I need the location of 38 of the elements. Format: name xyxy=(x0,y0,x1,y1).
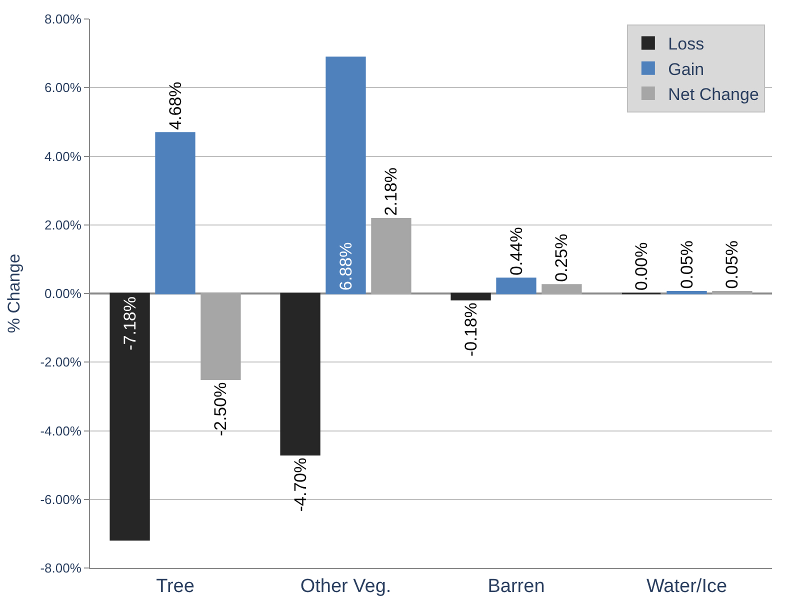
y-tick-label: 8.00% xyxy=(44,12,82,27)
data-label: 0.05% xyxy=(722,240,742,289)
bar xyxy=(155,132,196,294)
y-tick-label: 6.00% xyxy=(44,80,82,96)
y-tick-label: 2.00% xyxy=(44,217,82,232)
data-label: -7.18% xyxy=(120,296,140,350)
x-tick-label: Tree xyxy=(156,576,194,597)
data-label: 2.18% xyxy=(382,167,401,216)
bar xyxy=(542,284,582,294)
bar xyxy=(450,292,491,300)
bar xyxy=(496,278,536,294)
bar xyxy=(280,292,320,456)
x-tick-label: Barren xyxy=(488,576,545,597)
data-label: 0.25% xyxy=(552,234,572,282)
data-label: 0.44% xyxy=(506,227,526,276)
y-tick-label: -4.00% xyxy=(40,423,82,438)
bar xyxy=(371,218,412,294)
y-tick-label: 4.00% xyxy=(44,148,82,164)
data-label: -4.70% xyxy=(290,458,310,512)
data-label: 4.68% xyxy=(166,82,185,130)
data-label: 0.00% xyxy=(632,242,651,290)
bar xyxy=(110,292,150,541)
y-tick-label: 0.00% xyxy=(44,286,82,302)
y-tick-label: -6.00% xyxy=(40,492,82,507)
legend-label: Net Change xyxy=(668,84,759,104)
x-tick-label: Other Veg. xyxy=(300,576,392,597)
y-axis-title: % Change xyxy=(4,254,24,334)
data-label: 6.88% xyxy=(336,242,356,290)
x-tick-label: Water/Ice xyxy=(646,576,728,597)
data-label: -0.18% xyxy=(461,302,480,357)
y-tick-label: -2.00% xyxy=(40,354,82,370)
y-tick-label: -8.00% xyxy=(40,560,82,576)
legend-label: Loss xyxy=(668,34,704,54)
data-label: 0.05% xyxy=(677,240,696,289)
bar xyxy=(326,56,366,294)
legend-label: Gain xyxy=(668,60,704,79)
bar xyxy=(200,292,241,380)
data-label: -2.50% xyxy=(211,382,230,436)
